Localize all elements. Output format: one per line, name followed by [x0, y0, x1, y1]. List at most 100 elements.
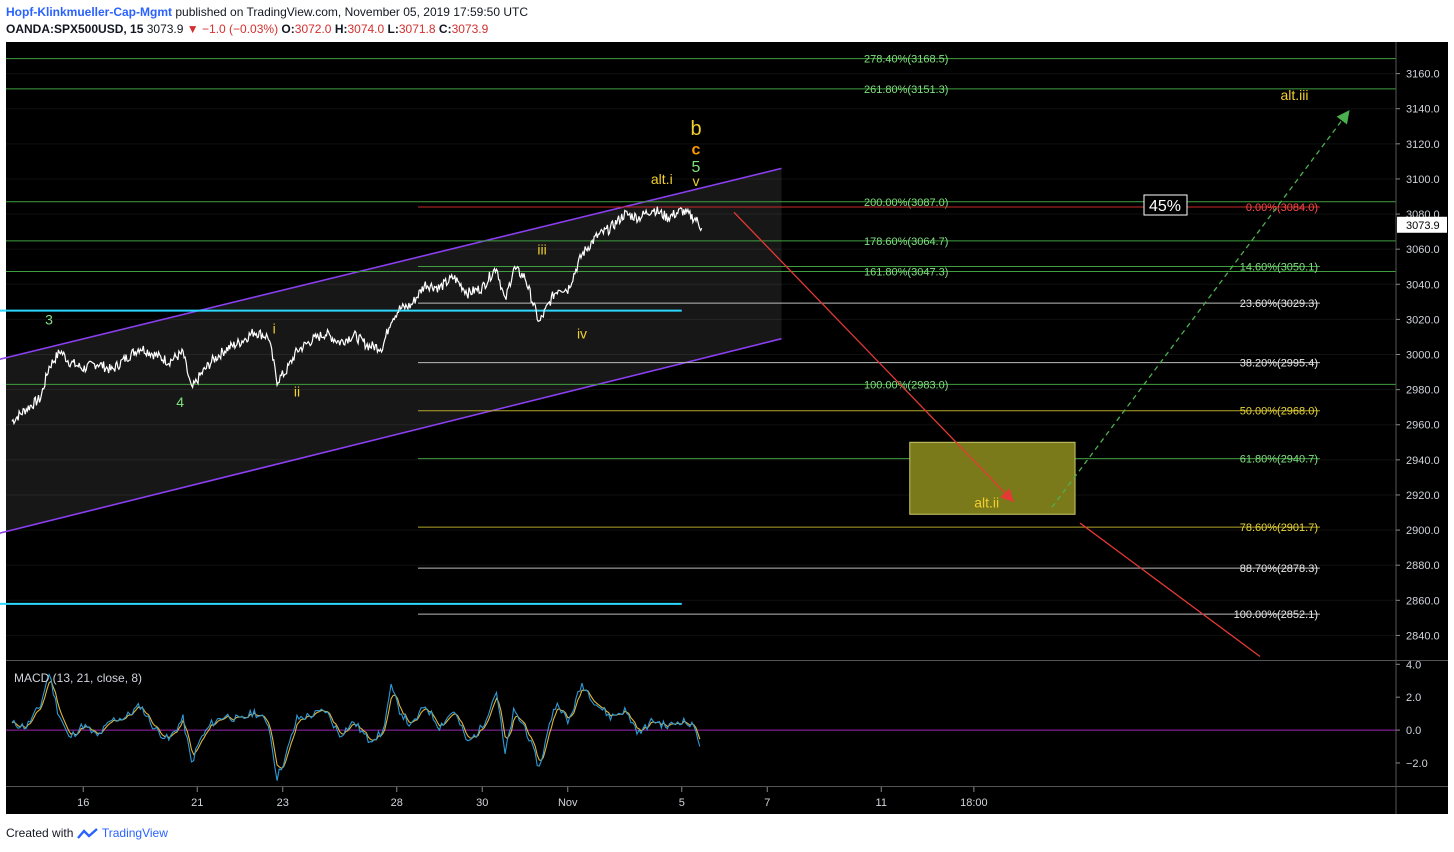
time-tick-label: 21 [191, 797, 203, 809]
wave-label: 3 [45, 312, 53, 328]
time-tick-label: 23 [277, 797, 289, 809]
close-label: C: [438, 22, 452, 36]
probability-label: 45% [1149, 198, 1181, 215]
fib-extension-label: 278.40%(3168.5) [864, 54, 948, 66]
price-series [11, 206, 703, 426]
target-zone[interactable] [909, 441, 1076, 515]
published-text: published on TradingView.com, November 0… [175, 5, 529, 19]
time-tick-label: 16 [77, 797, 89, 809]
bullish-projection-arrow [1051, 110, 1350, 508]
fib-retracement-label: 88.70%(2878.3) [1240, 563, 1318, 575]
fibonacci-levels[interactable]: 278.40%(3168.5) 261.80%(3151.3) 200.00%(30… [6, 54, 1396, 621]
wave-label: v [693, 173, 700, 189]
projection-arrows[interactable] [733, 110, 1350, 658]
macd-title: MACD (13, 21, close, 8) [14, 671, 142, 685]
open-label: O: [281, 22, 295, 36]
target-zone-box [909, 441, 1076, 515]
price-grid [6, 73, 1396, 636]
fib-extension-label: 100.00%(2983.0) [864, 379, 948, 391]
macd-tick-label: 0.0 [1406, 725, 1421, 737]
fib-retracement-label: 100.00%(2852.1) [1234, 609, 1318, 621]
fib-extension-label: 200.00%(3087.0) [864, 197, 948, 209]
price-tick-label: 2980.0 [1406, 385, 1440, 397]
fib-retracement-label: 78.60%(2901.7) [1240, 522, 1318, 534]
price-tick-label: 3160.0 [1406, 69, 1440, 81]
fib-retracement-label: 61.80%(2940.7) [1240, 454, 1318, 466]
probability-badge: 45% [1143, 194, 1188, 216]
macd-tick-label: 2.0 [1406, 692, 1421, 704]
high-value: 3074.0 [347, 22, 385, 36]
open-value: 3072.0 [294, 22, 332, 36]
price-tick-label: 3100.0 [1406, 174, 1440, 186]
price-line [11, 206, 703, 426]
last-price-label: 3073.9 [1406, 220, 1440, 232]
channel-upper-line [0, 167, 782, 361]
price-axis[interactable]: 2840.0 2860.0 2880.0 2900.0 2920.0 2940.0 2960… [1395, 42, 1447, 814]
macd-line [11, 673, 701, 781]
price-tick-label: 2940.0 [1406, 455, 1440, 467]
symbol-label[interactable]: OANDA:SPX500USD, 15 [6, 22, 144, 36]
wave-label: 5 [692, 159, 701, 176]
fib-retracement-label: 14.60%(3050.1) [1240, 262, 1318, 274]
price-tick-label: 3040.0 [1406, 279, 1440, 291]
wave-label: alt.i [651, 171, 673, 187]
price-tick-label: 3000.0 [1406, 350, 1440, 362]
price-tick-label: 2900.0 [1406, 525, 1440, 537]
chart-published-header: Hopf-Klinkmueller-Cap-Mgmt published on … [6, 5, 528, 19]
wave-label: ii [294, 384, 300, 400]
change-value: −1.0 (−0.03%) [202, 22, 279, 36]
fib-extension-label: 161.80%(3047.3) [864, 266, 948, 278]
macd-tick-label: 4.0 [1406, 659, 1421, 671]
channel[interactable] [0, 167, 782, 534]
down-triangle-icon: ▼ [186, 22, 199, 36]
macd-tick-label: −2.0 [1406, 758, 1428, 770]
tradingview-logo-icon [76, 827, 98, 839]
time-axis[interactable]: 16 21 23 28 30 Nov 5 7 11 18:00 [6, 786, 1448, 810]
wave-label: alt.iii [1280, 87, 1308, 103]
time-tick-label: 5 [679, 797, 685, 809]
price-tick-label: 2880.0 [1406, 560, 1440, 572]
bearish-continuation-line [1079, 522, 1261, 658]
price-tick-label: 2920.0 [1406, 490, 1440, 502]
fib-extension-label: 178.60%(3064.7) [864, 236, 948, 248]
time-tick-label: Nov [558, 797, 578, 809]
price-tick-label: 3120.0 [1406, 139, 1440, 151]
fib-retracement-label: 50.00%(2968.0) [1240, 406, 1318, 418]
wave-label: c [692, 141, 701, 158]
time-tick-label: 18:00 [960, 797, 988, 809]
price-tick-label: 2960.0 [1406, 420, 1440, 432]
price-tick-label: 3020.0 [1406, 314, 1440, 326]
wave-label: 4 [176, 394, 184, 410]
close-value: 3073.9 [451, 22, 489, 36]
price-tick-label: 3140.0 [1406, 104, 1440, 116]
author-link[interactable]: Hopf-Klinkmueller-Cap-Mgmt [6, 5, 172, 19]
price-tick-label: 2840.0 [1406, 630, 1440, 642]
created-with-text: Created with [6, 826, 74, 840]
low-value: 3071.8 [398, 22, 436, 36]
support-lines[interactable] [0, 309, 682, 605]
price-tick-label: 3060.0 [1406, 244, 1440, 256]
low-label: L: [387, 22, 399, 36]
last-price-box [1397, 216, 1447, 233]
wave-label: alt.ii [974, 494, 999, 510]
time-tick-label: 30 [476, 797, 488, 809]
channel-fill [0, 168, 782, 534]
fib-extension-label: 261.80%(3151.3) [864, 84, 948, 96]
fib-retracement-label: 38.20%(2995.4) [1240, 358, 1318, 370]
fib-retracement-label: 23.60%(3029.3) [1240, 298, 1318, 310]
high-label: H: [334, 22, 348, 36]
wave-label: b [690, 118, 701, 140]
wave-label: iii [537, 241, 546, 257]
wave-label: iv [577, 326, 587, 342]
last-price: 3073.9 [146, 22, 184, 36]
macd-pane: MACD (13, 21, close, 8) 4.0 2.0 0.0 −2.0 [6, 659, 1448, 781]
bearish-projection-arrow [733, 211, 1014, 503]
tradingview-brand-link[interactable]: TradingView [101, 826, 168, 840]
time-tick-label: 11 [876, 797, 887, 809]
symbol-header: OANDA:SPX500USD, 15 3073.9 ▼ −1.0 (−0.03… [6, 22, 488, 36]
channel-lower-line [0, 337, 782, 534]
wave-label: i [273, 320, 276, 336]
footer: Created with TradingView [6, 826, 168, 840]
